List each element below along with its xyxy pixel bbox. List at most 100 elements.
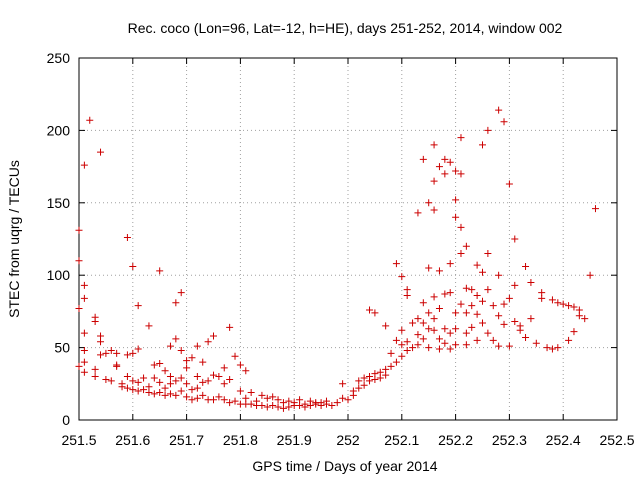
data-point [161, 391, 169, 399]
data-point [522, 263, 530, 271]
data-point [183, 364, 191, 372]
data-point [462, 284, 470, 292]
data-point [371, 375, 379, 383]
data-point [166, 342, 174, 350]
data-point [430, 206, 438, 214]
data-point [258, 391, 266, 399]
data-point [274, 396, 282, 404]
data-point [462, 242, 470, 250]
data-point [462, 309, 470, 317]
data-point [97, 338, 105, 346]
data-point [161, 367, 169, 375]
data-point [355, 384, 363, 392]
x-tick-label: 252.5 [599, 432, 634, 448]
data-point [172, 335, 180, 343]
data-point [505, 342, 513, 350]
data-point [468, 302, 476, 310]
data-point [102, 375, 110, 383]
data-point [129, 349, 137, 357]
data-point [172, 299, 180, 307]
data-point [210, 371, 217, 379]
data-point [226, 399, 234, 407]
data-point [80, 368, 88, 376]
data-point [500, 118, 508, 126]
y-tick-label: 250 [47, 50, 71, 66]
data-point [129, 386, 137, 394]
data-point [210, 396, 217, 404]
data-point [166, 380, 174, 388]
data-point [435, 335, 443, 343]
data-point [134, 378, 142, 386]
data-point [565, 302, 573, 310]
data-point [425, 199, 433, 207]
data-point [441, 170, 449, 178]
data-point [269, 393, 277, 401]
data-point [500, 320, 508, 328]
x-tick-label: 251.6 [115, 432, 150, 448]
data-point [140, 374, 148, 382]
data-point [177, 289, 185, 297]
data-point [177, 387, 185, 395]
data-point [457, 170, 465, 178]
data-point [210, 332, 217, 340]
data-point [166, 373, 174, 381]
data-point [392, 336, 400, 344]
data-point [581, 315, 589, 323]
data-point [376, 374, 384, 382]
data-point [452, 325, 460, 333]
data-point [193, 373, 201, 381]
data-point [430, 326, 438, 334]
x-tick-label: 251.7 [169, 432, 204, 448]
data-point [366, 377, 374, 385]
data-point [199, 358, 207, 366]
data-point [231, 397, 239, 405]
y-tick-label: 0 [62, 412, 70, 428]
data-point [527, 278, 535, 286]
data-point [538, 294, 546, 302]
data-point [419, 155, 427, 163]
data-point [511, 281, 519, 289]
data-point [75, 305, 83, 313]
data-point [145, 322, 153, 330]
data-point [441, 155, 449, 163]
data-point [236, 387, 244, 395]
data-point [403, 291, 411, 299]
data-point [419, 319, 427, 327]
data-point [236, 361, 244, 369]
data-point [188, 354, 196, 362]
x-axis-label: GPS time / Days of year 2014 [252, 458, 437, 474]
data-point [183, 393, 191, 401]
data-point [193, 394, 201, 402]
data-point [473, 336, 481, 344]
data-point [193, 342, 201, 350]
data-point [123, 234, 131, 242]
data-point [145, 388, 153, 396]
data-point [113, 362, 121, 370]
data-point [446, 260, 454, 268]
data-point [468, 286, 476, 294]
data-point [118, 383, 126, 391]
data-point [446, 289, 454, 297]
data-point [91, 318, 99, 326]
data-point [398, 341, 406, 349]
data-point [495, 106, 503, 114]
data-point [382, 371, 390, 379]
y-tick-labels: 0 50 100 150 200 250 [47, 50, 71, 428]
data-point [489, 302, 497, 310]
x-tick-label: 252.4 [546, 432, 581, 448]
data-point [452, 341, 460, 349]
data-point [301, 403, 309, 411]
data-point [80, 281, 88, 289]
data-point [532, 339, 540, 347]
data-point [409, 319, 417, 327]
data-point [263, 394, 271, 402]
data-point [75, 226, 83, 234]
data-point [425, 309, 433, 317]
data-point [516, 326, 524, 334]
data-point [107, 377, 115, 385]
data-point [317, 402, 325, 410]
data-point [177, 374, 185, 382]
data-point [156, 267, 164, 275]
data-point [419, 299, 427, 307]
